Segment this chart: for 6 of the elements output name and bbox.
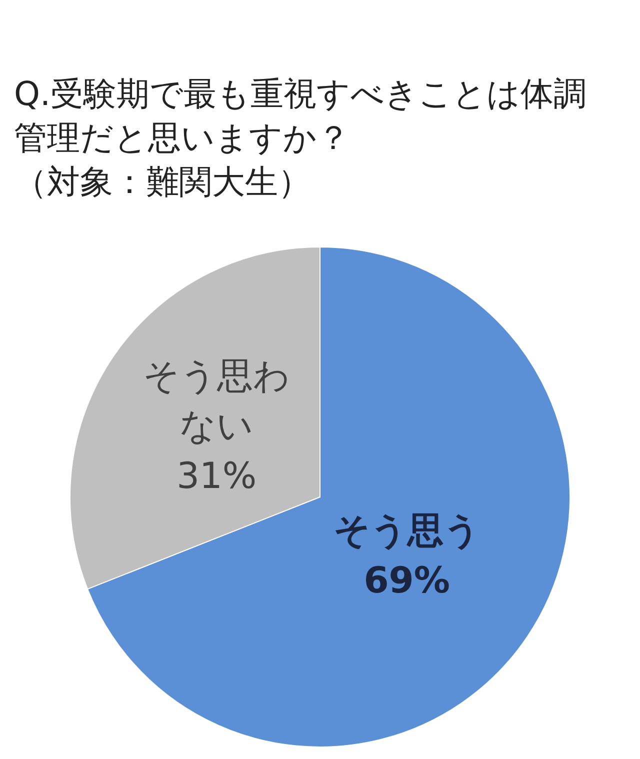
slice-label: そう思わない: [143, 356, 290, 448]
data-label: 69%: [364, 560, 450, 602]
chart-subtitle: （対象：難関大生）: [14, 161, 312, 203]
data-label: 31%: [176, 456, 257, 498]
chart-title: Q.受験期で最も重視すべきことは体調管理だと思いますか？: [14, 73, 588, 159]
slice-label: そう思う: [333, 510, 480, 552]
